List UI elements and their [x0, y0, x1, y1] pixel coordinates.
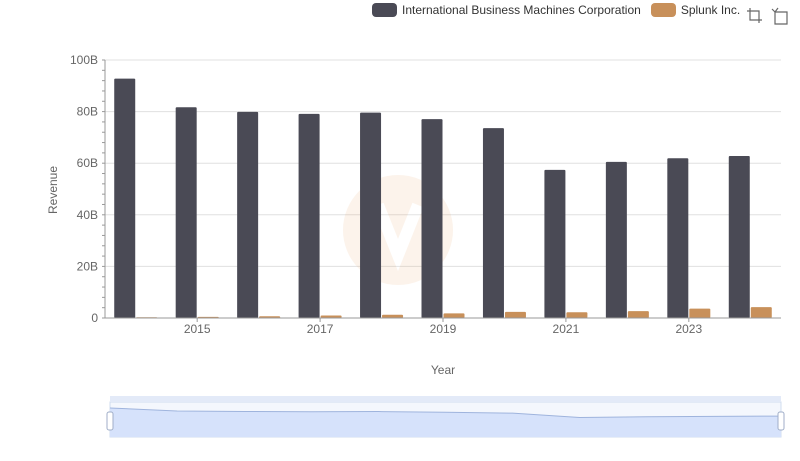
legend-label-splunk: Splunk Inc. — [680, 3, 741, 17]
x-tick-label: 2021 — [553, 322, 580, 336]
bar-ibm-2023[interactable] — [667, 158, 689, 318]
chart-toolbox — [745, 6, 797, 26]
chart-legend: International Business Machines Corporat… — [372, 3, 750, 17]
y-tick-label: 40B — [77, 208, 98, 222]
legend-item-ibm[interactable]: International Business Machines Corporat… — [372, 3, 641, 17]
bar-ibm-2019[interactable] — [421, 119, 443, 318]
y-tick-label: 0 — [91, 311, 98, 325]
y-tick-label: 60B — [77, 156, 98, 170]
legend-swatch-splunk — [650, 3, 676, 17]
bars — [114, 78, 772, 319]
y-tick-label: 100B — [70, 53, 98, 67]
bar-ibm-2024[interactable] — [728, 155, 750, 318]
zoom-drag-bar[interactable] — [110, 396, 781, 402]
bar-ibm-2021[interactable] — [544, 169, 566, 318]
bar-splunk-2019[interactable] — [443, 313, 465, 318]
zoom-handle-left[interactable] — [106, 411, 114, 431]
x-tick-label: 2015 — [184, 322, 211, 336]
bar-ibm-2016[interactable] — [237, 111, 259, 318]
x-axis-title: Year — [431, 363, 455, 377]
bar-splunk-2022[interactable] — [627, 311, 649, 318]
y-tick-label: 80B — [77, 105, 98, 119]
bar-splunk-2020[interactable] — [504, 311, 526, 318]
bar-ibm-2015[interactable] — [175, 107, 197, 319]
bar-splunk-2018[interactable] — [382, 314, 404, 318]
data-zoom-slider[interactable] — [106, 396, 785, 438]
legend-label-ibm: International Business Machines Corporat… — [402, 3, 641, 17]
bar-splunk-2017[interactable] — [320, 315, 342, 318]
zoom-preview-line — [109, 407, 782, 419]
x-tick-label: 2017 — [307, 322, 334, 336]
zoom-handle-right[interactable] — [777, 411, 785, 431]
y-tick-label: 20B — [77, 259, 98, 273]
bar-ibm-2017[interactable] — [298, 113, 320, 318]
bar-splunk-2023[interactable] — [689, 308, 711, 318]
bar-ibm-2022[interactable] — [605, 161, 627, 318]
bar-ibm-2018[interactable] — [360, 112, 382, 319]
bar-ibm-2014[interactable] — [114, 78, 136, 319]
bar-splunk-2021[interactable] — [566, 312, 588, 318]
legend-item-splunk[interactable]: Splunk Inc. — [650, 3, 741, 17]
zoom-icon[interactable] — [745, 6, 765, 26]
zoom-preview-area — [110, 408, 781, 437]
bar-splunk-2024[interactable] — [750, 307, 772, 318]
bar-ibm-2020[interactable] — [482, 128, 504, 318]
y-axis-title: Revenue — [46, 166, 60, 214]
x-tick-label: 2023 — [675, 322, 702, 336]
x-tick-label: 2019 — [430, 322, 457, 336]
axes: 0 20B 40B 60B 80B 100B 2015 2017 2019 2021 2023 — [70, 53, 781, 336]
legend-swatch-ibm — [372, 3, 397, 17]
restore-icon[interactable] — [771, 6, 791, 26]
